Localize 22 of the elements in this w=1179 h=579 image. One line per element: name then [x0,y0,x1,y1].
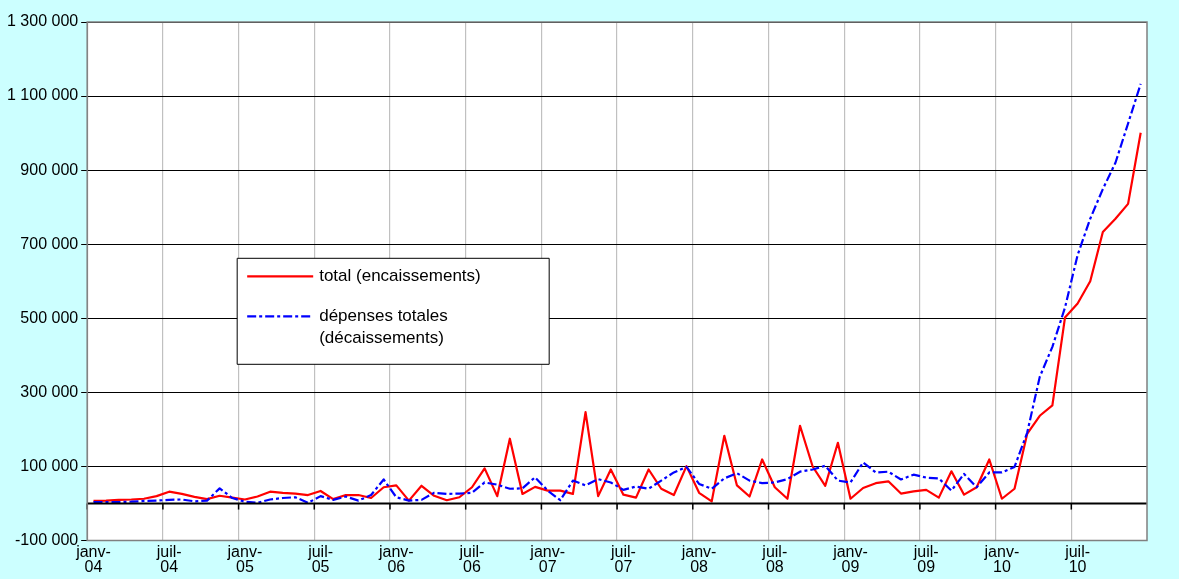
legend-label: total (encaissements) [319,265,481,285]
y-tick-label: 1 100 000 [6,86,79,104]
x-tick-label: janv-07 [529,542,566,575]
x-tick-label: janv-06 [377,542,414,575]
x-tick-label: janv-10 [983,542,1020,575]
y-tick-label: 100 000 [20,456,79,474]
x-tick-label: juil-05 [307,542,334,575]
y-tick-label: 300 000 [20,382,79,400]
x-tick-label: janv-08 [680,542,717,575]
y-tick-label: 900 000 [20,160,79,178]
x-tick-label: juil-06 [458,542,485,575]
y-tick-label: 500 000 [20,308,79,326]
y-tick-label: 1 300 000 [6,12,79,30]
x-tick-label: juil-07 [609,542,636,575]
x-tick-label: juil-10 [1064,542,1091,575]
legend-label: dépenses totales (décaissements) [319,305,448,347]
x-tick-label: janv-05 [226,542,263,575]
x-tick-label: janv-09 [832,542,868,575]
x-tick-label: juil-08 [761,542,788,575]
x-tick-label: juil-04 [155,542,182,575]
x-tick-label: juil-09 [912,542,939,575]
y-tick-label: 700 000 [20,234,79,252]
